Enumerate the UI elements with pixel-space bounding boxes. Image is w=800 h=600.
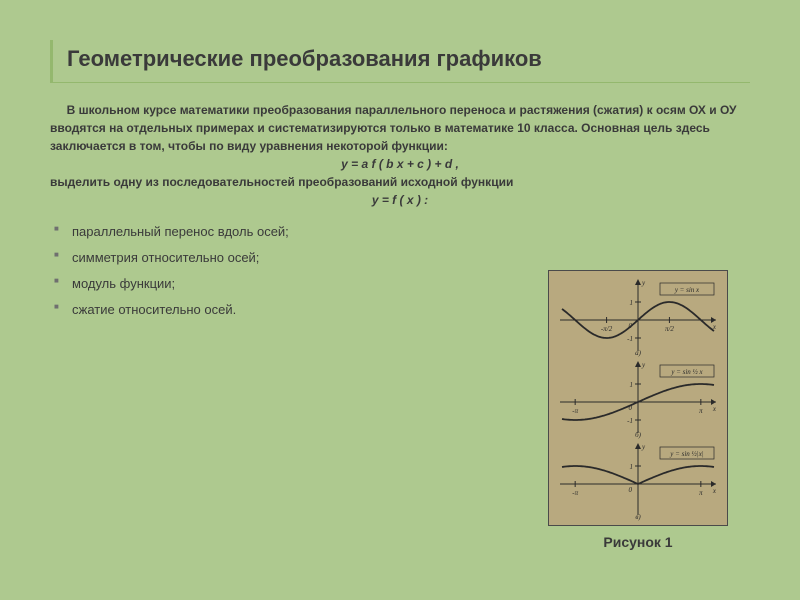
svg-text:y = sin ½|x|: y = sin ½|x| bbox=[669, 450, 704, 458]
chart-sin-half-abs-x: x y 0 1 -π π y = sin ½|x| в) bbox=[552, 439, 724, 521]
svg-text:y: y bbox=[641, 443, 646, 451]
paragraph-2: выделить одну из последовательностей пре… bbox=[50, 173, 750, 191]
paragraph-intro: В школьном курсе математики преобразован… bbox=[50, 101, 750, 155]
svg-text:x: x bbox=[712, 405, 717, 413]
svg-text:0: 0 bbox=[629, 486, 633, 494]
svg-text:y: y bbox=[641, 279, 646, 287]
svg-text:π/2: π/2 bbox=[665, 325, 674, 333]
body-text: В школьном курсе математики преобразован… bbox=[50, 101, 750, 209]
svg-text:π: π bbox=[699, 407, 703, 415]
svg-text:в): в) bbox=[635, 513, 641, 521]
svg-text:y = sin x: y = sin x bbox=[674, 286, 700, 294]
chart-sin-x: xy01-1-π/2π/2y = sin xа) bbox=[552, 275, 724, 357]
svg-text:-1: -1 bbox=[627, 335, 633, 343]
svg-text:-1: -1 bbox=[627, 417, 633, 425]
figure-caption: Рисунок 1 bbox=[548, 534, 728, 550]
list-item: симметрия относительно осей; bbox=[50, 245, 750, 271]
svg-text:1: 1 bbox=[630, 299, 634, 307]
svg-text:-π/2: -π/2 bbox=[601, 325, 613, 333]
formula-general: y = a f ( b x + c ) + d , bbox=[50, 155, 750, 173]
list-item: параллельный перенос вдоль осей; bbox=[50, 219, 750, 245]
figure: xy01-1-π/2π/2y = sin xа) xy01-1-ππy = si… bbox=[548, 270, 728, 550]
svg-text:y = sin ½ x: y = sin ½ x bbox=[670, 368, 703, 376]
title-rule: Геометрические преобразования графиков bbox=[50, 40, 750, 83]
figure-panel: xy01-1-π/2π/2y = sin xа) xy01-1-ππy = si… bbox=[548, 270, 728, 526]
svg-text:1: 1 bbox=[630, 463, 634, 471]
svg-text:1: 1 bbox=[630, 381, 634, 389]
svg-text:-π: -π bbox=[572, 489, 578, 497]
chart-sin-half-x: xy01-1-ππy = sin ½ xб) bbox=[552, 357, 724, 439]
svg-text:б): б) bbox=[635, 431, 642, 439]
svg-text:а): а) bbox=[635, 349, 642, 357]
svg-text:x: x bbox=[712, 487, 717, 495]
formula-base: y = f ( x ) : bbox=[50, 191, 750, 209]
svg-text:π: π bbox=[699, 489, 703, 497]
svg-text:-π: -π bbox=[572, 407, 578, 415]
svg-text:y: y bbox=[641, 361, 646, 369]
page-title: Геометрические преобразования графиков bbox=[67, 46, 750, 72]
